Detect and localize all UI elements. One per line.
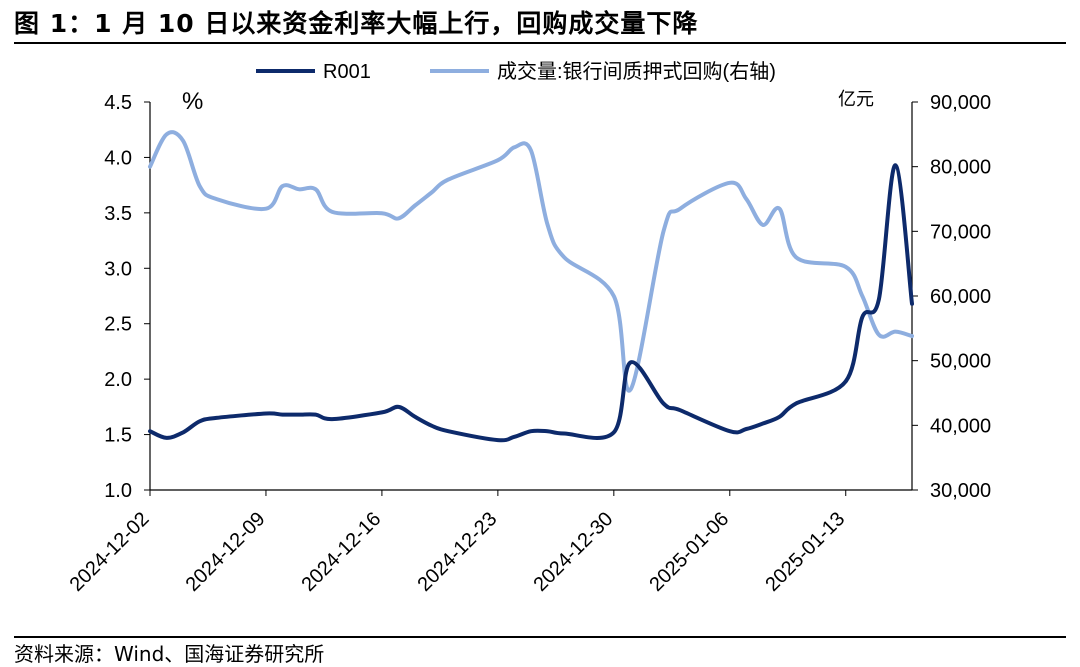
series-line-repo-volume [148,130,914,393]
right-unit-label: 亿元 [838,89,874,109]
x-tick-label: 2024-12-09 [182,508,270,596]
right-tick-label: 90,000 [930,92,991,114]
right-tick-label: 80,000 [930,157,991,179]
x-tick-label: 2024-12-02 [66,508,154,596]
legend-label-repo-volume: 成交量:银行间质押式回购(右轴) [497,60,776,83]
right-tick-label: 60,000 [930,286,991,308]
left-unit-label: % [182,88,203,115]
legend: R001 成交量:银行间质押式回购(右轴) [256,60,776,83]
x-tick-label: 2024-12-30 [529,508,617,596]
left-tick-label: 1.0 [104,480,132,502]
title-rule [14,42,1066,44]
right-tick-label: 40,000 [930,415,991,437]
axes-group: 1.0 1.5 2.0 2.5 3.0 3.5 4.0 4.5 30,000 40,000 50,0… [66,88,992,596]
left-tick-label: 2.5 [104,314,132,336]
source-rule [14,636,1066,638]
x-tick-label: 2024-12-16 [298,508,386,596]
right-tick-label: 70,000 [930,221,991,243]
chart: 1.0 1.5 2.0 2.5 3.0 3.5 4.0 4.5 30,000 40,000 50,0… [66,60,992,596]
series-line-r001 [148,163,914,443]
left-tick-label: 3.0 [104,258,132,280]
left-tick-label: 3.5 [104,203,132,225]
x-tick-label: 2025-01-06 [645,508,733,596]
left-tick-label: 2.0 [104,369,132,391]
x-tick-label: 2025-01-13 [761,508,849,596]
right-tick-label: 50,000 [930,351,991,373]
left-tick-label: 1.5 [104,425,132,447]
source-note: 资料来源：Wind、国海证券研究所 [14,642,325,666]
legend-label-r001: R001 [323,61,371,83]
right-tick-label: 30,000 [930,480,991,502]
figure-title: 图 1：1 月 10 日以来资金利率大幅上行，回购成交量下降 [14,9,699,38]
series-group [148,130,914,443]
left-tick-label: 4.0 [104,147,132,169]
left-tick-label: 4.5 [104,92,132,114]
x-tick-label: 2024-12-23 [414,508,502,596]
